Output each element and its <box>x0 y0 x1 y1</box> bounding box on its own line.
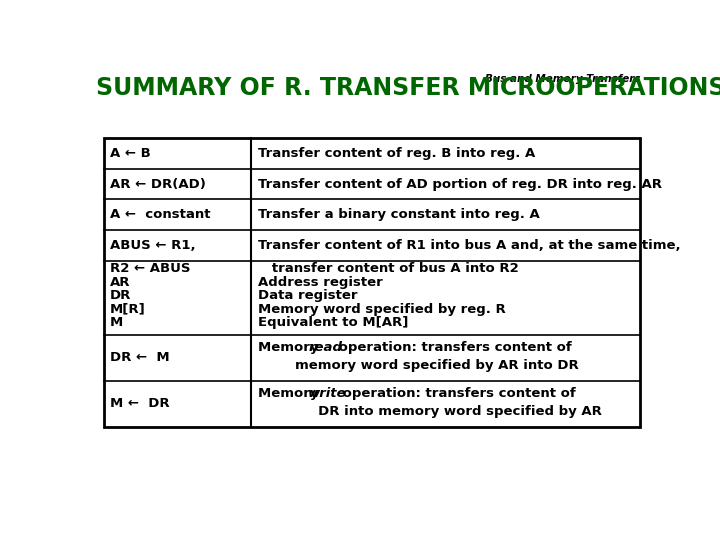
Text: A ←  constant: A ← constant <box>110 208 211 221</box>
Text: Transfer content of AD portion of reg. DR into reg. AR: Transfer content of AD portion of reg. D… <box>258 178 662 191</box>
Bar <box>104 138 640 427</box>
Text: read: read <box>308 341 342 354</box>
Text: Transfer content of reg. B into reg. A: Transfer content of reg. B into reg. A <box>258 147 535 160</box>
Text: SUMMARY OF R. TRANSFER MICROOPERATIONS: SUMMARY OF R. TRANSFER MICROOPERATIONS <box>96 76 720 99</box>
Text: transfer content of bus A into R2: transfer content of bus A into R2 <box>258 262 518 275</box>
Text: M ←  DR: M ← DR <box>110 397 170 410</box>
Text: operation: transfers content of: operation: transfers content of <box>338 387 576 400</box>
Text: Transfer content of R1 into bus A and, at the same time,: Transfer content of R1 into bus A and, a… <box>258 239 680 252</box>
Text: Address register: Address register <box>258 276 382 289</box>
Text: ABUS ← R1,: ABUS ← R1, <box>110 239 196 252</box>
Text: DR ←  M: DR ← M <box>110 351 170 364</box>
Text: AR: AR <box>110 276 130 289</box>
Text: M[R]: M[R] <box>110 302 146 315</box>
Text: DR into memory word specified by AR: DR into memory word specified by AR <box>258 406 601 419</box>
Text: Data register: Data register <box>258 289 357 302</box>
Text: operation: transfers content of: operation: transfers content of <box>335 341 572 354</box>
Text: Bus and Memory Transfers: Bus and Memory Transfers <box>485 74 640 84</box>
Text: A ← B: A ← B <box>110 147 151 160</box>
Text: AR ← DR(AD): AR ← DR(AD) <box>110 178 206 191</box>
Text: write: write <box>308 387 347 400</box>
Text: Transfer a binary constant into reg. A: Transfer a binary constant into reg. A <box>258 208 539 221</box>
Text: Memory: Memory <box>258 341 323 354</box>
Text: DR: DR <box>110 289 132 302</box>
Text: M: M <box>110 316 123 329</box>
Text: Memory: Memory <box>258 387 323 400</box>
Text: R2 ← ABUS: R2 ← ABUS <box>110 262 191 275</box>
Text: Equivalent to M[AR]: Equivalent to M[AR] <box>258 316 408 329</box>
Text: Memory word specified by reg. R: Memory word specified by reg. R <box>258 302 505 315</box>
Text: memory word specified by AR into DR: memory word specified by AR into DR <box>258 360 578 373</box>
